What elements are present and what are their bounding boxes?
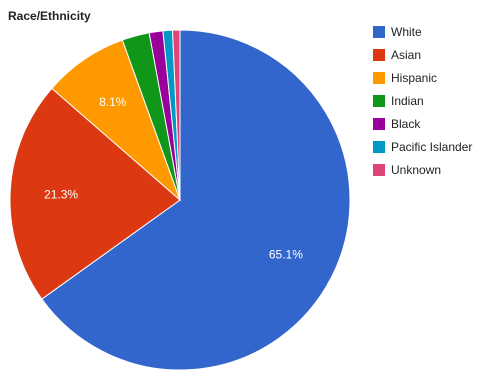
legend-label-indian: Indian [391,94,424,108]
pie-slice-white [41,29,351,370]
legend-swatch-asian [373,49,385,61]
slice-label-asian: 21.3% [44,187,78,201]
legend-swatch-hispanic [373,72,385,84]
slice-label-white: 65.1% [269,247,303,261]
pie-slice-labels: 65.1% 21.3% 8.1% [44,95,303,262]
legend-swatch-white [373,26,385,38]
pie-slice-asian [9,87,181,300]
legend-label-pacific-islander: Pacific Islander [391,140,472,154]
pie-slices [9,29,351,370]
legend-swatch-indian [373,95,385,107]
legend-label-white: White [391,25,422,39]
legend-label-black: Black [391,117,421,131]
slice-label-hispanic: 8.1% [99,95,127,109]
legend-label-asian: Asian [391,48,421,62]
legend-label-unknown: Unknown [391,163,441,177]
chart-title: Race/Ethnicity [8,9,91,23]
pie-slice-unknown [172,29,181,201]
legend: White Asian Hispanic Indian Black Pacific Isl… [373,25,472,177]
legend-swatch-unknown [373,164,385,176]
legend-swatch-black [373,118,385,130]
legend-label-hispanic: Hispanic [391,71,437,85]
legend-swatch-pacific-islander [373,141,385,153]
